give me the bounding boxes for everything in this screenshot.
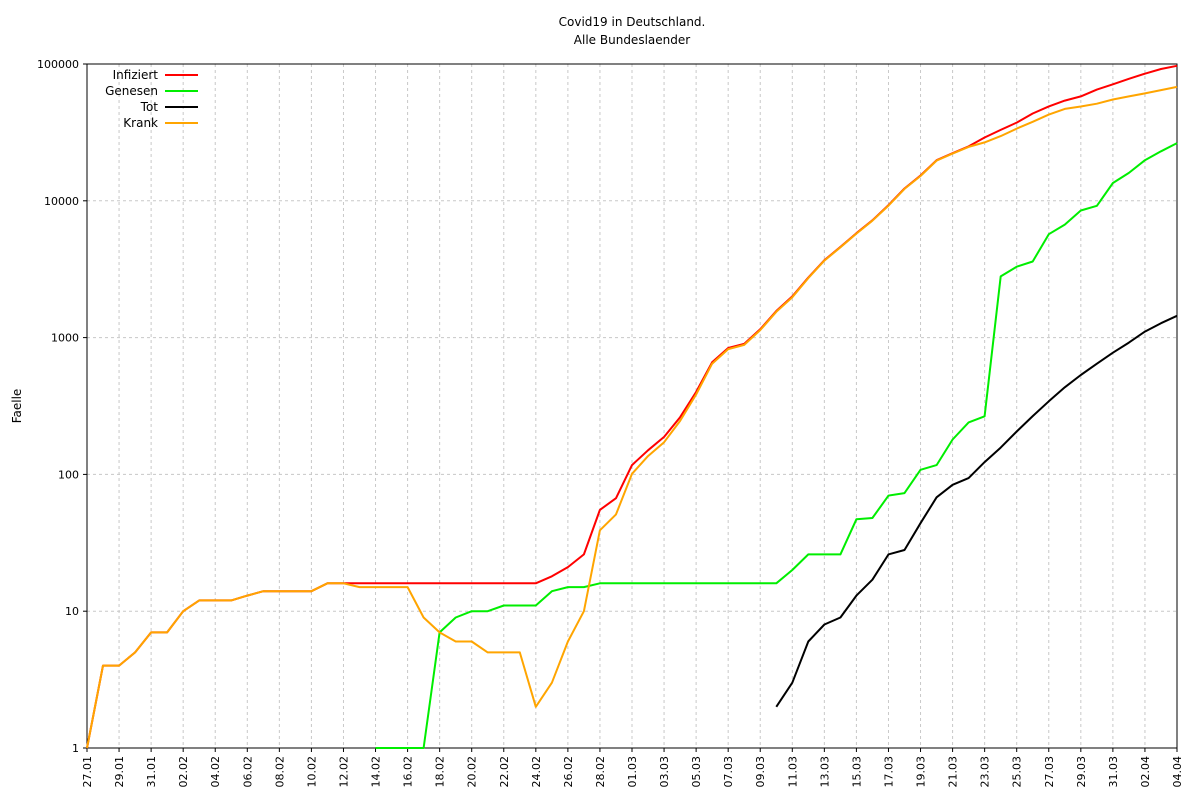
x-tick-label: 20.02 bbox=[466, 756, 479, 788]
x-tick-label: 08.02 bbox=[273, 756, 286, 788]
x-tick-label: 29.03 bbox=[1075, 756, 1088, 788]
legend-label-infiziert: Infiziert bbox=[113, 68, 159, 82]
series-line-krank bbox=[86, 85, 1178, 749]
x-tick-label: 02.02 bbox=[177, 756, 190, 788]
x-tick-label: 18.02 bbox=[434, 756, 447, 788]
y-tick-label: 10000 bbox=[44, 195, 79, 208]
legend-label-genesen: Genesen bbox=[105, 84, 158, 98]
legend: Infiziert Genesen Tot Krank bbox=[105, 68, 198, 130]
x-tick-label: 12.02 bbox=[337, 756, 350, 788]
y-tick-label: 100000 bbox=[37, 58, 79, 71]
series-line-genesen bbox=[375, 142, 1178, 749]
x-tick-label: 31.01 bbox=[145, 756, 158, 788]
x-tick-label: 19.03 bbox=[915, 756, 928, 788]
x-tick-label: 15.03 bbox=[850, 756, 863, 788]
x-tick-label: 26.02 bbox=[562, 756, 575, 788]
y-tick-label: 1 bbox=[72, 742, 79, 755]
axis-ticks: 1 10 100 1000 10000 100000 27.01 29.01 31.01 02.0… bbox=[37, 58, 1184, 788]
x-tick-label: 02.04 bbox=[1139, 756, 1152, 788]
x-tick-label: 28.02 bbox=[594, 756, 607, 788]
x-tick-label: 13.03 bbox=[818, 756, 831, 788]
y-tick-label: 100 bbox=[58, 468, 79, 481]
x-tick-label: 07.03 bbox=[722, 756, 735, 788]
x-tick-label: 27.03 bbox=[1043, 756, 1056, 788]
x-tick-label: 31.03 bbox=[1107, 756, 1120, 788]
chart-title: Covid19 in Deutschland. bbox=[559, 15, 706, 29]
y-axis-label: Faelle bbox=[10, 389, 24, 424]
x-tick-label: 16.02 bbox=[402, 756, 415, 788]
series-line-tot bbox=[775, 314, 1178, 708]
x-tick-label: 22.02 bbox=[498, 756, 511, 788]
x-tick-label: 04.04 bbox=[1171, 756, 1184, 788]
y-tick-label: 10 bbox=[65, 605, 79, 618]
x-tick-label: 11.03 bbox=[786, 756, 799, 788]
legend-label-tot: Tot bbox=[140, 100, 159, 114]
grid bbox=[87, 64, 1177, 748]
x-tick-label: 27.01 bbox=[81, 756, 94, 788]
x-tick-label: 06.02 bbox=[241, 756, 254, 788]
x-tick-label: 14.02 bbox=[370, 756, 383, 788]
x-tick-label: 24.02 bbox=[530, 756, 543, 788]
series-lines bbox=[86, 64, 1178, 749]
x-tick-label: 03.03 bbox=[658, 756, 671, 788]
x-tick-label: 25.03 bbox=[1011, 756, 1024, 788]
y-tick-label: 1000 bbox=[51, 332, 79, 345]
x-tick-label: 10.02 bbox=[305, 756, 318, 788]
x-tick-label: 01.03 bbox=[626, 756, 639, 788]
chart-subtitle: Alle Bundeslaender bbox=[574, 33, 690, 47]
x-tick-label: 09.03 bbox=[754, 756, 767, 788]
x-tick-label: 05.03 bbox=[690, 756, 703, 788]
x-tick-label: 23.03 bbox=[979, 756, 992, 788]
x-tick-label: 21.03 bbox=[947, 756, 960, 788]
legend-label-krank: Krank bbox=[123, 116, 158, 130]
x-tick-label: 04.02 bbox=[209, 756, 222, 788]
x-tick-label: 17.03 bbox=[882, 756, 895, 788]
x-tick-label: 29.01 bbox=[113, 756, 126, 788]
